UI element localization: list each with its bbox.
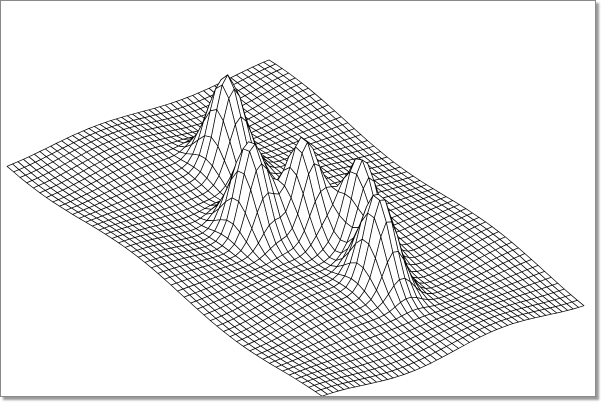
surface-plot [1, 1, 595, 396]
surface-mesh [7, 60, 584, 396]
plot-frame [0, 0, 596, 397]
